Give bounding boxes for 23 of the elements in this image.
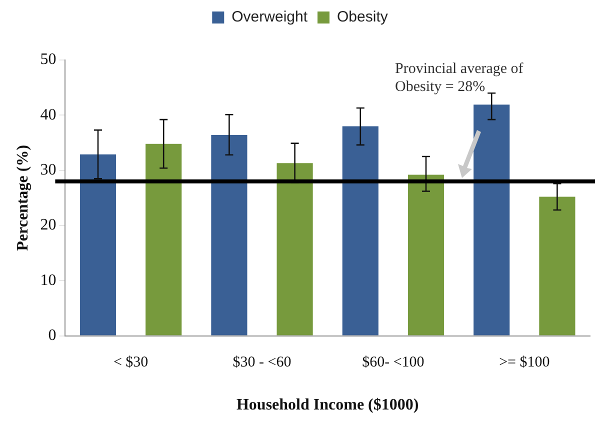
x-tick-label: >= $100: [499, 354, 550, 371]
bar: [474, 104, 510, 336]
bar: [276, 163, 313, 336]
y-axis-title: Percentage (%): [14, 144, 32, 251]
annotation: Provincial average of Obesity = 28%: [395, 60, 524, 96]
y-tick-label: 50: [40, 51, 56, 68]
x-axis-title: Household Income ($1000): [236, 396, 419, 414]
x-tick-label: $60- <100: [362, 354, 424, 371]
legend-label: Overweight: [232, 8, 308, 26]
bar: [408, 174, 444, 336]
bar: [539, 196, 576, 336]
y-tick-label: 40: [40, 106, 56, 124]
bar: [80, 154, 116, 336]
legend-label: Obesity: [337, 8, 388, 26]
y-tick-label: 0: [48, 327, 56, 344]
y-tick-label: 10: [40, 272, 56, 289]
bar: [342, 126, 378, 336]
x-tick-label: < $30: [113, 354, 148, 371]
y-tick-label: 30: [40, 162, 56, 179]
bar: [211, 135, 248, 336]
y-tick-label: 20: [40, 216, 56, 234]
x-tick-label: $30 - <60: [232, 354, 292, 371]
bar: [146, 144, 182, 336]
